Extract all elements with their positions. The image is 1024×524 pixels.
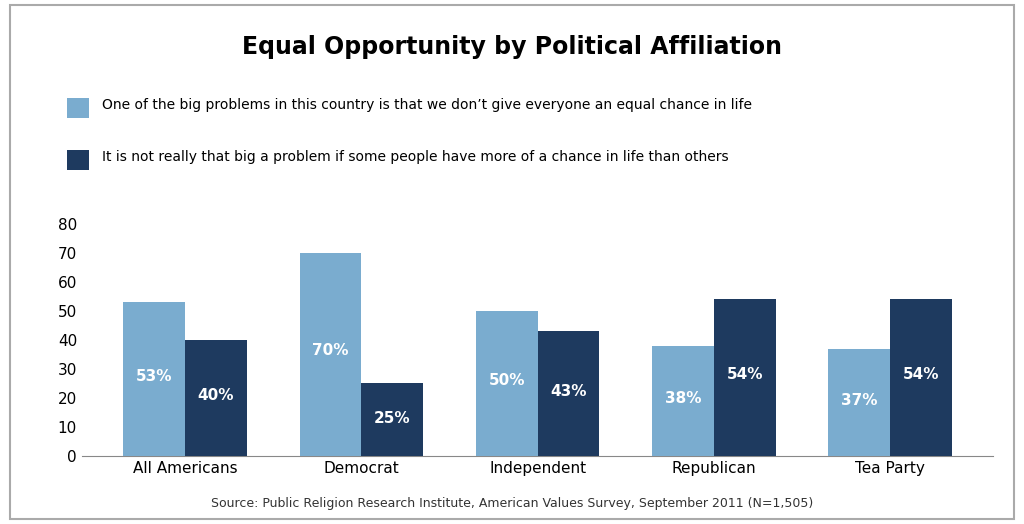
Bar xyxy=(476,311,538,456)
Text: 43%: 43% xyxy=(550,384,587,399)
Text: Equal Opportunity by Political Affiliation: Equal Opportunity by Political Affiliati… xyxy=(242,35,782,59)
Bar xyxy=(714,299,775,456)
Text: 37%: 37% xyxy=(841,392,878,408)
Text: 70%: 70% xyxy=(312,343,349,358)
Bar xyxy=(828,348,890,456)
Bar xyxy=(890,299,952,456)
Bar xyxy=(361,384,423,456)
Bar xyxy=(538,331,599,456)
Bar xyxy=(300,253,361,456)
Text: 50%: 50% xyxy=(488,373,525,388)
Text: 53%: 53% xyxy=(136,368,172,384)
Text: Source: Public Religion Research Institute, American Values Survey, September 20: Source: Public Religion Research Institu… xyxy=(211,497,813,509)
Text: 38%: 38% xyxy=(665,391,701,406)
Text: 54%: 54% xyxy=(903,367,939,382)
Text: It is not really that big a problem if some people have more of a chance in life: It is not really that big a problem if s… xyxy=(102,150,729,164)
Bar xyxy=(652,346,714,456)
Bar xyxy=(185,340,247,456)
Text: 40%: 40% xyxy=(198,388,234,403)
Text: One of the big problems in this country is that we don’t give everyone an equal : One of the big problems in this country … xyxy=(102,98,753,112)
Bar xyxy=(123,302,185,456)
Text: 54%: 54% xyxy=(726,367,763,382)
Text: 25%: 25% xyxy=(374,411,411,425)
